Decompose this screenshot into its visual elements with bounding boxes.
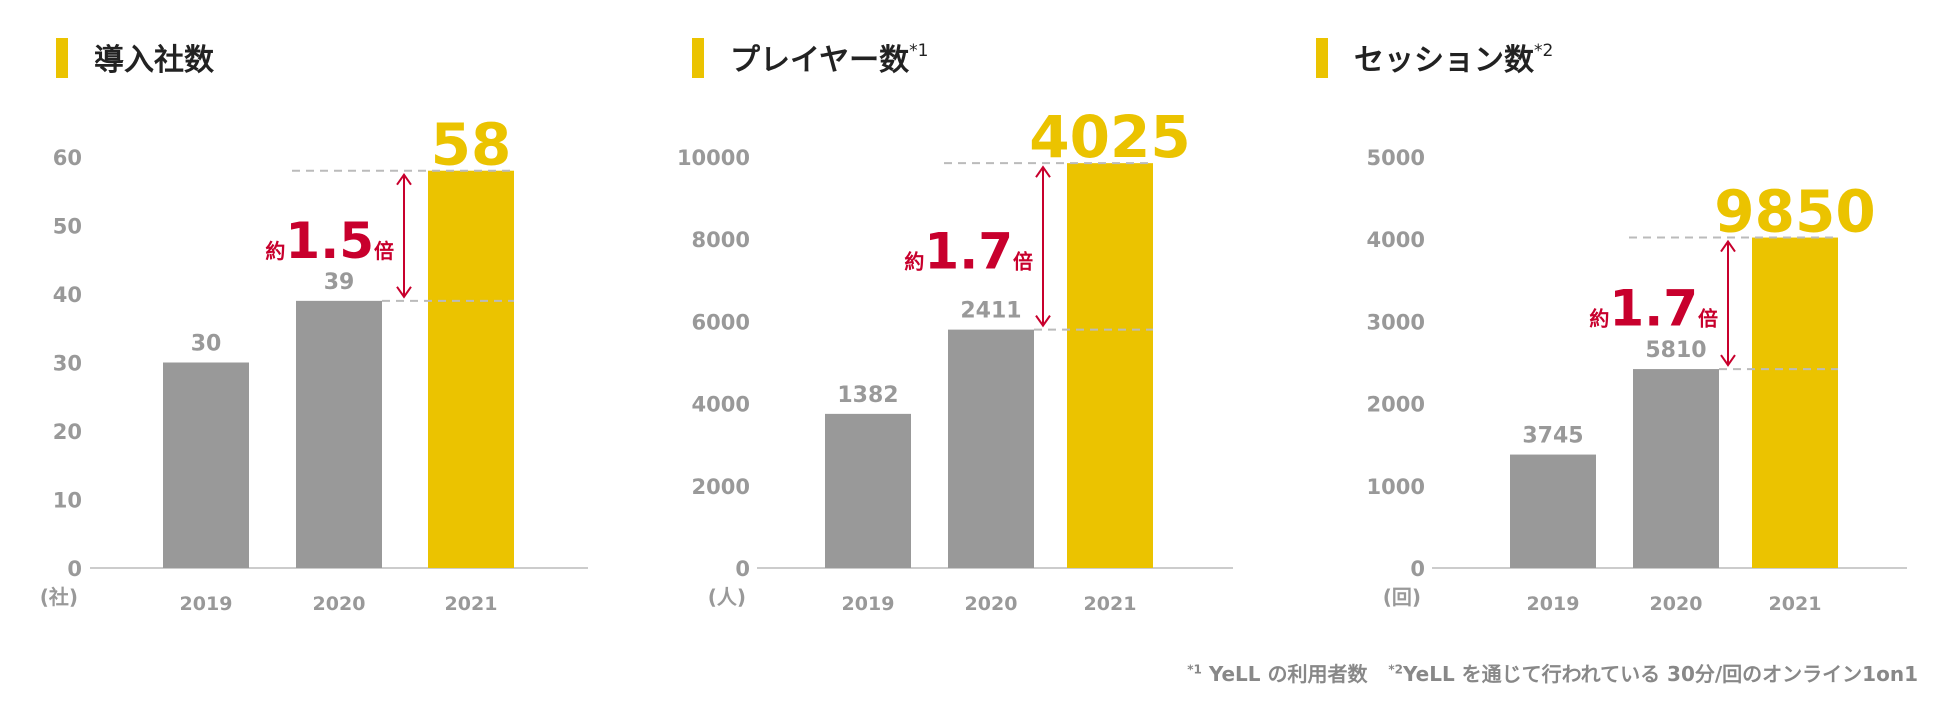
x-tick-label: 2019 bbox=[842, 593, 895, 615]
footnote-1-mark: *1 bbox=[1187, 662, 1202, 677]
chart-panel-1: 導入社数 0 10 20 30 40 50 60 (社) 30 2019 39 2020 58 2021 約1… bbox=[40, 38, 588, 615]
y-tick-label: 3000 bbox=[1367, 310, 1425, 334]
data-label-2021: 9850 bbox=[1714, 178, 1875, 246]
growth-arrow-head-down bbox=[1035, 315, 1051, 328]
growth-prefix: 約 bbox=[1589, 306, 1609, 330]
y-tick-label: 10 bbox=[53, 489, 82, 513]
growth-arrow-head-up bbox=[396, 172, 412, 186]
bar-2019 bbox=[825, 413, 911, 568]
y-tick-label: 4000 bbox=[1367, 228, 1425, 252]
y-tick-label: 40 bbox=[53, 283, 82, 307]
y-unit-label: (社) bbox=[40, 585, 78, 609]
y-tick-label: 0 bbox=[67, 557, 82, 581]
bar-2021 bbox=[1752, 237, 1838, 568]
chart-panel-3: セッション数*2 0 1000 2000 3000 4000 5000 (回) 3745 2019… bbox=[1316, 38, 1907, 615]
footnote-2-text: YeLL を通じて行われている 30分/回のオンライン1on1 bbox=[1403, 662, 1918, 686]
title-note: *1 bbox=[909, 41, 928, 61]
y-tick-label: 2000 bbox=[1367, 393, 1425, 417]
title-note: *2 bbox=[1534, 41, 1553, 61]
y-unit-label: (人) bbox=[708, 585, 746, 609]
bar-2020 bbox=[948, 329, 1034, 568]
y-tick-label: 20 bbox=[53, 420, 82, 444]
y-tick-label: 6000 bbox=[692, 310, 750, 334]
bar-2020 bbox=[296, 300, 382, 568]
footnotes: *1 YeLL の利用者数 *2YeLL を通じて行われている 30分/回のオン… bbox=[1187, 658, 1918, 687]
growth-prefix: 約 bbox=[265, 239, 285, 263]
x-tick-label: 2020 bbox=[965, 593, 1018, 615]
x-tick-label: 2020 bbox=[313, 593, 366, 615]
data-label-2020: 5810 bbox=[1645, 338, 1706, 363]
chart-panel-2: プレイヤー数*1 0 2000 4000 6000 8000 10000 (人) 1382 201… bbox=[677, 38, 1233, 615]
chart-title: 導入社数 bbox=[94, 43, 215, 78]
growth-arrow-head-up bbox=[1035, 165, 1051, 178]
growth-arrow-head-down bbox=[396, 286, 412, 299]
data-label-2019: 3745 bbox=[1522, 424, 1583, 449]
title-accent-bar bbox=[1316, 38, 1328, 78]
x-tick-label: 2019 bbox=[180, 593, 233, 615]
bar-2019 bbox=[163, 362, 249, 568]
bar-2021 bbox=[428, 170, 514, 568]
x-tick-label: 2021 bbox=[445, 593, 498, 615]
data-label-2019: 1382 bbox=[837, 383, 898, 408]
growth-arrow-head-up bbox=[1720, 239, 1736, 253]
growth-suffix: 倍 bbox=[1013, 249, 1033, 273]
y-tick-label: 4000 bbox=[692, 393, 750, 417]
data-label-2020: 39 bbox=[324, 270, 355, 295]
growth-value: 1.7 bbox=[924, 222, 1013, 280]
y-tick-label: 5000 bbox=[1367, 146, 1425, 170]
y-tick-label: 8000 bbox=[692, 228, 750, 252]
title-accent-bar bbox=[56, 38, 68, 78]
y-tick-label: 50 bbox=[53, 215, 82, 239]
data-label-2021: 58 bbox=[431, 111, 512, 179]
growth-label: 約1.7倍 bbox=[1589, 279, 1718, 337]
data-label-2021: 4025 bbox=[1029, 103, 1190, 171]
footnote-1-text: YeLL の利用者数 bbox=[1201, 662, 1368, 686]
y-tick-label: 1000 bbox=[1367, 475, 1425, 499]
growth-label: 約1.5倍 bbox=[265, 212, 394, 270]
x-tick-label: 2019 bbox=[1527, 593, 1580, 615]
y-tick-label: 10000 bbox=[677, 146, 750, 170]
title-accent-bar bbox=[692, 38, 704, 78]
growth-label: 約1.7倍 bbox=[904, 222, 1033, 280]
footnote-1: *1 YeLL の利用者数 bbox=[1187, 662, 1367, 686]
growth-value: 1.7 bbox=[1609, 279, 1698, 337]
data-label-2019: 30 bbox=[191, 332, 222, 357]
x-tick-label: 2021 bbox=[1769, 593, 1822, 615]
y-tick-label: 60 bbox=[53, 146, 82, 170]
growth-suffix: 倍 bbox=[374, 239, 394, 263]
growth-suffix: 倍 bbox=[1698, 306, 1718, 330]
footnote-2: *2YeLL を通じて行われている 30分/回のオンライン1on1 bbox=[1388, 662, 1918, 686]
footnote-2-mark: *2 bbox=[1388, 662, 1404, 677]
growth-arrow-head-down bbox=[1720, 354, 1736, 367]
growth-value: 1.5 bbox=[285, 212, 374, 270]
growth-prefix: 約 bbox=[904, 249, 924, 273]
x-tick-label: 2020 bbox=[1650, 593, 1703, 615]
y-tick-label: 0 bbox=[735, 557, 750, 581]
y-unit-label: (回) bbox=[1383, 585, 1421, 609]
y-tick-label: 30 bbox=[53, 352, 82, 376]
y-tick-label: 2000 bbox=[692, 475, 750, 499]
y-tick-label: 0 bbox=[1410, 557, 1425, 581]
bar-2019 bbox=[1510, 454, 1596, 568]
data-label-2020: 2411 bbox=[960, 299, 1021, 324]
bar-2020 bbox=[1633, 369, 1719, 568]
bar-2021 bbox=[1067, 163, 1153, 569]
chart-title: セッション数*2 bbox=[1354, 41, 1553, 78]
x-tick-label: 2021 bbox=[1084, 593, 1137, 615]
chart-title: プレイヤー数*1 bbox=[730, 41, 928, 78]
